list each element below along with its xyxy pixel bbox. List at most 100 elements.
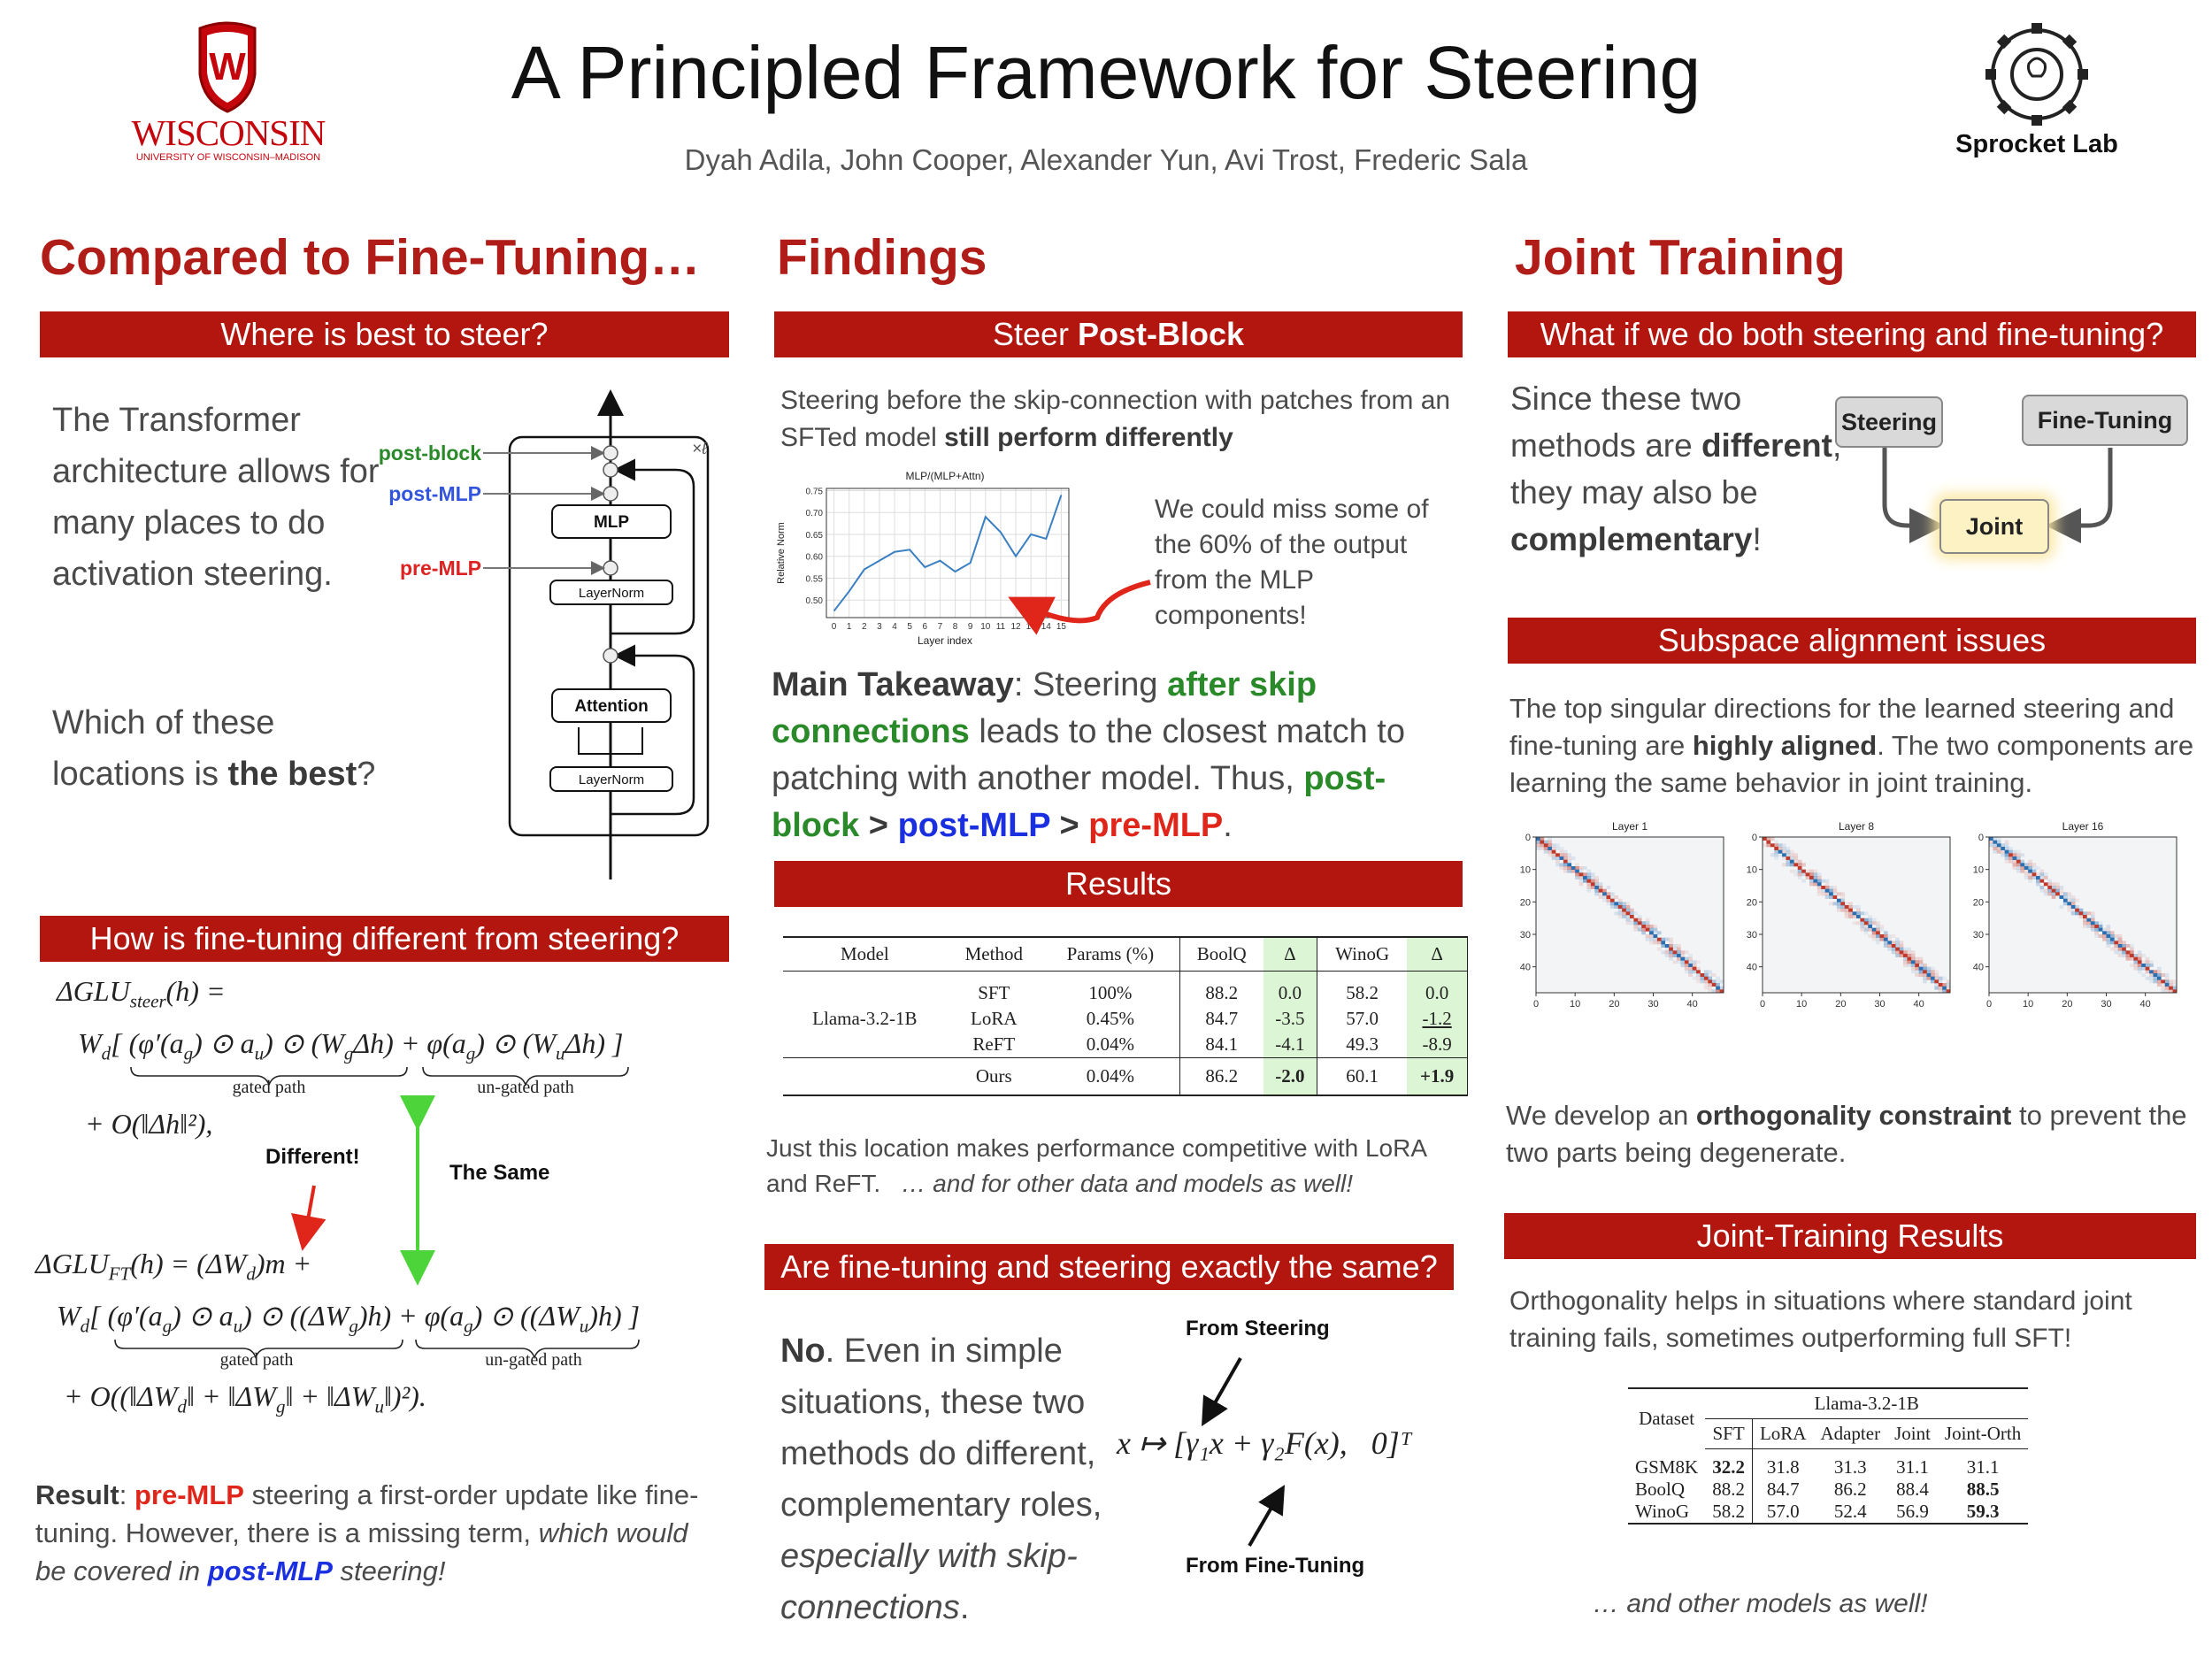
heatmap-cell bbox=[1778, 847, 1783, 850]
emphasis: the best bbox=[227, 756, 357, 793]
heatmap-cell bbox=[1700, 979, 1705, 984]
heatmap-title: Layer 16 bbox=[2062, 820, 2104, 833]
heatmap-cell bbox=[1915, 964, 1919, 967]
heatmap-cell bbox=[1625, 905, 1631, 909]
heatmap-cell bbox=[1586, 886, 1592, 889]
text: leads to the closest match to patching w… bbox=[772, 713, 1405, 797]
heatmap-cell bbox=[1590, 886, 1595, 889]
heatmap-cell bbox=[1617, 915, 1623, 918]
heatmap-cell bbox=[2098, 921, 2103, 926]
heatmap-cell bbox=[2047, 888, 2052, 893]
heatmap-cell bbox=[1895, 937, 1900, 941]
heatmap-cell bbox=[1645, 937, 1650, 941]
heatmap-cell bbox=[1586, 879, 1592, 883]
heatmap-cell bbox=[2122, 944, 2126, 948]
heatmap-cell bbox=[1669, 944, 1673, 948]
heatmap-cell bbox=[1716, 976, 1720, 980]
heatmap-cell bbox=[2070, 898, 2076, 902]
heatmap-cell bbox=[1696, 966, 1701, 971]
heatmap-cell bbox=[2039, 869, 2045, 873]
heatmap-cell bbox=[1824, 879, 1830, 883]
heatmap-cell bbox=[1871, 934, 1877, 938]
heatmap-cell bbox=[1832, 888, 1838, 893]
heatmap-cell bbox=[1899, 947, 1904, 951]
heatmap-cell bbox=[1918, 973, 1924, 977]
heatmap-cell bbox=[1793, 859, 1799, 864]
heatmap-cell bbox=[1548, 849, 1552, 854]
heatmap-cell bbox=[1622, 915, 1626, 918]
heatmap-cell bbox=[2094, 931, 2099, 935]
heatmap-cell bbox=[1578, 879, 1584, 883]
heatmap-cell bbox=[1540, 847, 1545, 850]
x-tick-label: 20 bbox=[1835, 999, 1846, 1010]
italic-text: which would be covered in bbox=[35, 1517, 688, 1586]
heatmap-cell bbox=[1578, 866, 1584, 870]
heatmap-cell bbox=[1934, 976, 1939, 980]
heatmap-cell bbox=[1575, 869, 1579, 873]
section-title: What if we do both steering and fine-tun… bbox=[1508, 311, 2196, 357]
heatmap-cell bbox=[1617, 902, 1623, 906]
heatmap-cell bbox=[1809, 869, 1814, 873]
y-tick-label: 0.50 bbox=[806, 596, 824, 606]
heatmap-cell bbox=[2067, 905, 2072, 909]
heatmap-cell bbox=[1536, 837, 1540, 841]
heatmap-cell bbox=[1583, 866, 1587, 870]
heatmap-cell bbox=[1829, 892, 1833, 896]
label-post-mlp: post-MLP bbox=[388, 482, 481, 505]
heatmap-cell bbox=[1816, 879, 1822, 883]
heatmap-cell bbox=[1879, 934, 1885, 938]
heatmap-cell bbox=[2117, 950, 2123, 955]
heatmap-cell bbox=[1840, 905, 1846, 909]
heatmap-cell bbox=[1891, 941, 1896, 945]
heatmap-cell bbox=[1583, 879, 1587, 883]
heatmap-cell bbox=[1938, 983, 1943, 987]
heatmap-cell bbox=[1793, 853, 1799, 857]
heatmap-cell bbox=[1609, 892, 1615, 896]
heatmap-cell bbox=[1891, 947, 1896, 951]
heatmap-cell bbox=[1809, 879, 1814, 883]
joint-table-wrap: Dataset Llama-3.2-1B SFT LoRA Adapter Joint Jo… bbox=[1628, 1387, 2029, 1525]
heatmap-cell bbox=[1821, 892, 1825, 896]
heatmap-cell bbox=[1598, 888, 1603, 893]
y-tick-label: 30 bbox=[1973, 930, 1984, 941]
heatmap-cell bbox=[2141, 954, 2146, 957]
heatmap-cell bbox=[2070, 908, 2076, 912]
y-tick-label: 0 bbox=[1525, 833, 1531, 843]
heatmap-cell bbox=[1891, 944, 1896, 948]
table-row: GSM8K 32.2 31.8 31.3 31.1 31.1 bbox=[1628, 1448, 2028, 1479]
paragraph: Which of these locations is the best? bbox=[52, 697, 380, 800]
heatmap-cell bbox=[2149, 964, 2154, 967]
logo-text: Sprocket Lab bbox=[1955, 130, 2118, 158]
heatmap-cell bbox=[1625, 921, 1631, 926]
heatmap-cell bbox=[1778, 849, 1783, 854]
column-header: Params (%) bbox=[1041, 937, 1180, 972]
heatmap-cell bbox=[2051, 895, 2056, 899]
heatmap-cell bbox=[1824, 895, 1830, 899]
heatmap-cell bbox=[1700, 973, 1705, 977]
y-tick-label: 0 bbox=[1978, 833, 1984, 843]
heatmap-cell bbox=[2156, 976, 2162, 980]
heatmap-cell bbox=[2004, 847, 2009, 850]
heatmap-cell bbox=[1551, 847, 1556, 850]
heatmap-cell bbox=[1583, 872, 1587, 877]
heatmap-cell bbox=[1688, 960, 1693, 964]
heatmap-cell bbox=[2141, 964, 2146, 967]
heatmap-cell bbox=[1871, 937, 1877, 941]
heatmap-cell bbox=[1641, 921, 1646, 926]
heatmap-cell bbox=[1630, 911, 1634, 916]
table-cell: 86.2 bbox=[1833, 1479, 1867, 1500]
heatmap-cell bbox=[1863, 927, 1869, 932]
heatmap-cell bbox=[1594, 888, 1599, 893]
column-header: Joint bbox=[1887, 1418, 1938, 1449]
heatmap-cell bbox=[1609, 898, 1615, 902]
heatmap-cell bbox=[1860, 918, 1865, 922]
heatmap-cell bbox=[2114, 944, 2119, 948]
x-tick-label: 15 bbox=[1056, 622, 1067, 632]
label: From Fine-Tuning bbox=[1186, 1554, 1365, 1578]
heatmap-cell bbox=[1625, 915, 1631, 918]
heatmap-cell bbox=[1829, 895, 1833, 899]
heatmap-cell bbox=[2055, 882, 2060, 887]
heatmap-cell bbox=[1942, 976, 1947, 980]
heatmap-cell bbox=[2172, 983, 2177, 987]
heatmap-cell bbox=[1586, 872, 1592, 877]
